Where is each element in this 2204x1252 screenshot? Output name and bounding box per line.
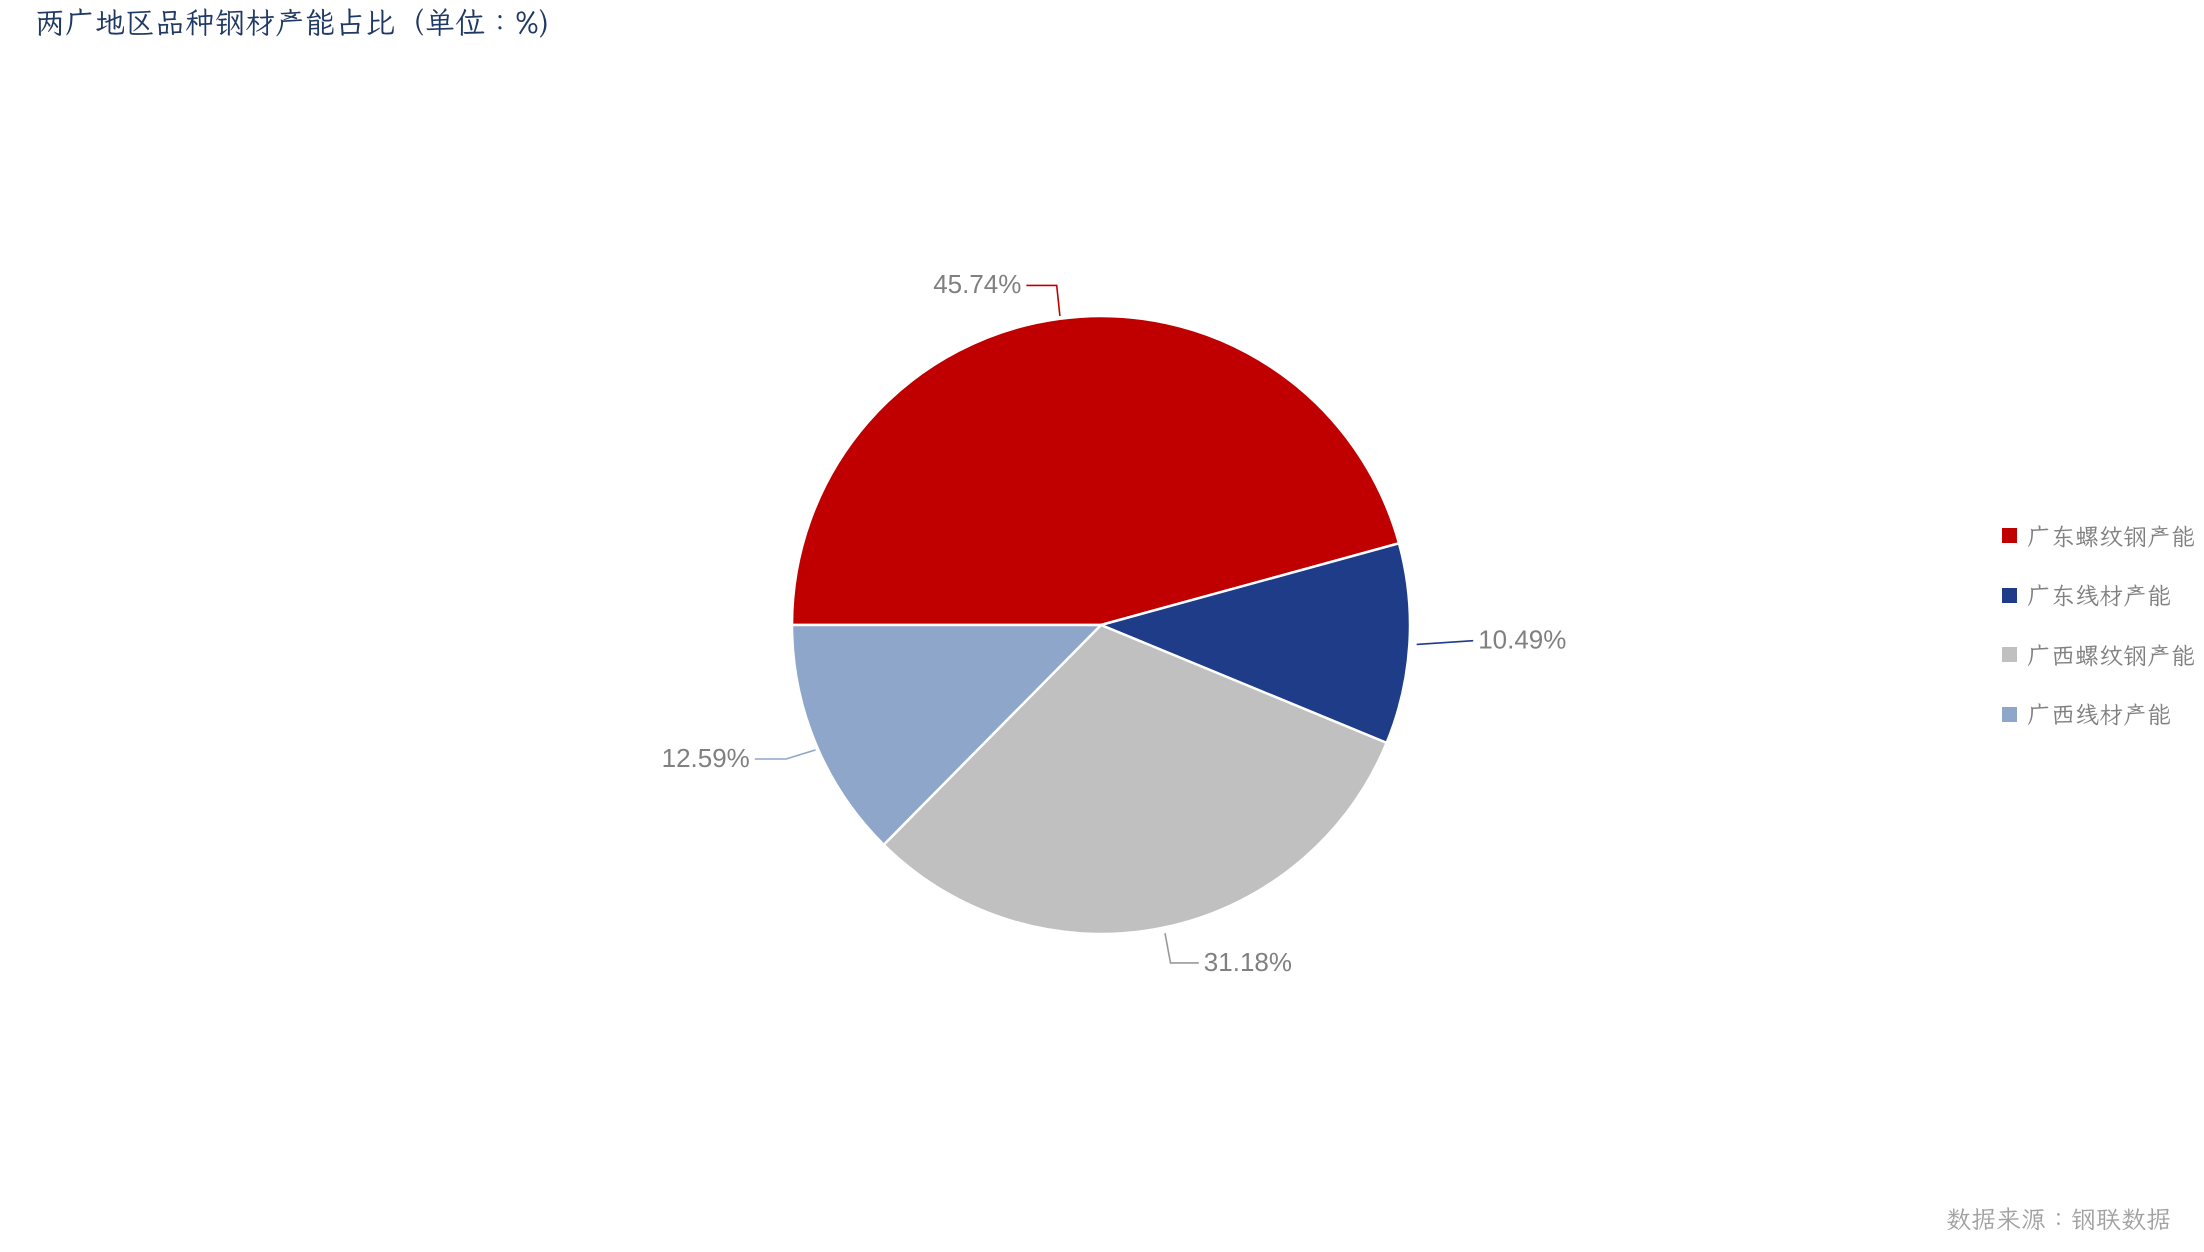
svg-text:45.74%: 45.74% xyxy=(933,269,1021,299)
svg-text:31.18%: 31.18% xyxy=(1204,947,1292,977)
svg-text:10.49%: 10.49% xyxy=(1478,625,1566,655)
svg-text:12.59%: 12.59% xyxy=(662,743,750,773)
